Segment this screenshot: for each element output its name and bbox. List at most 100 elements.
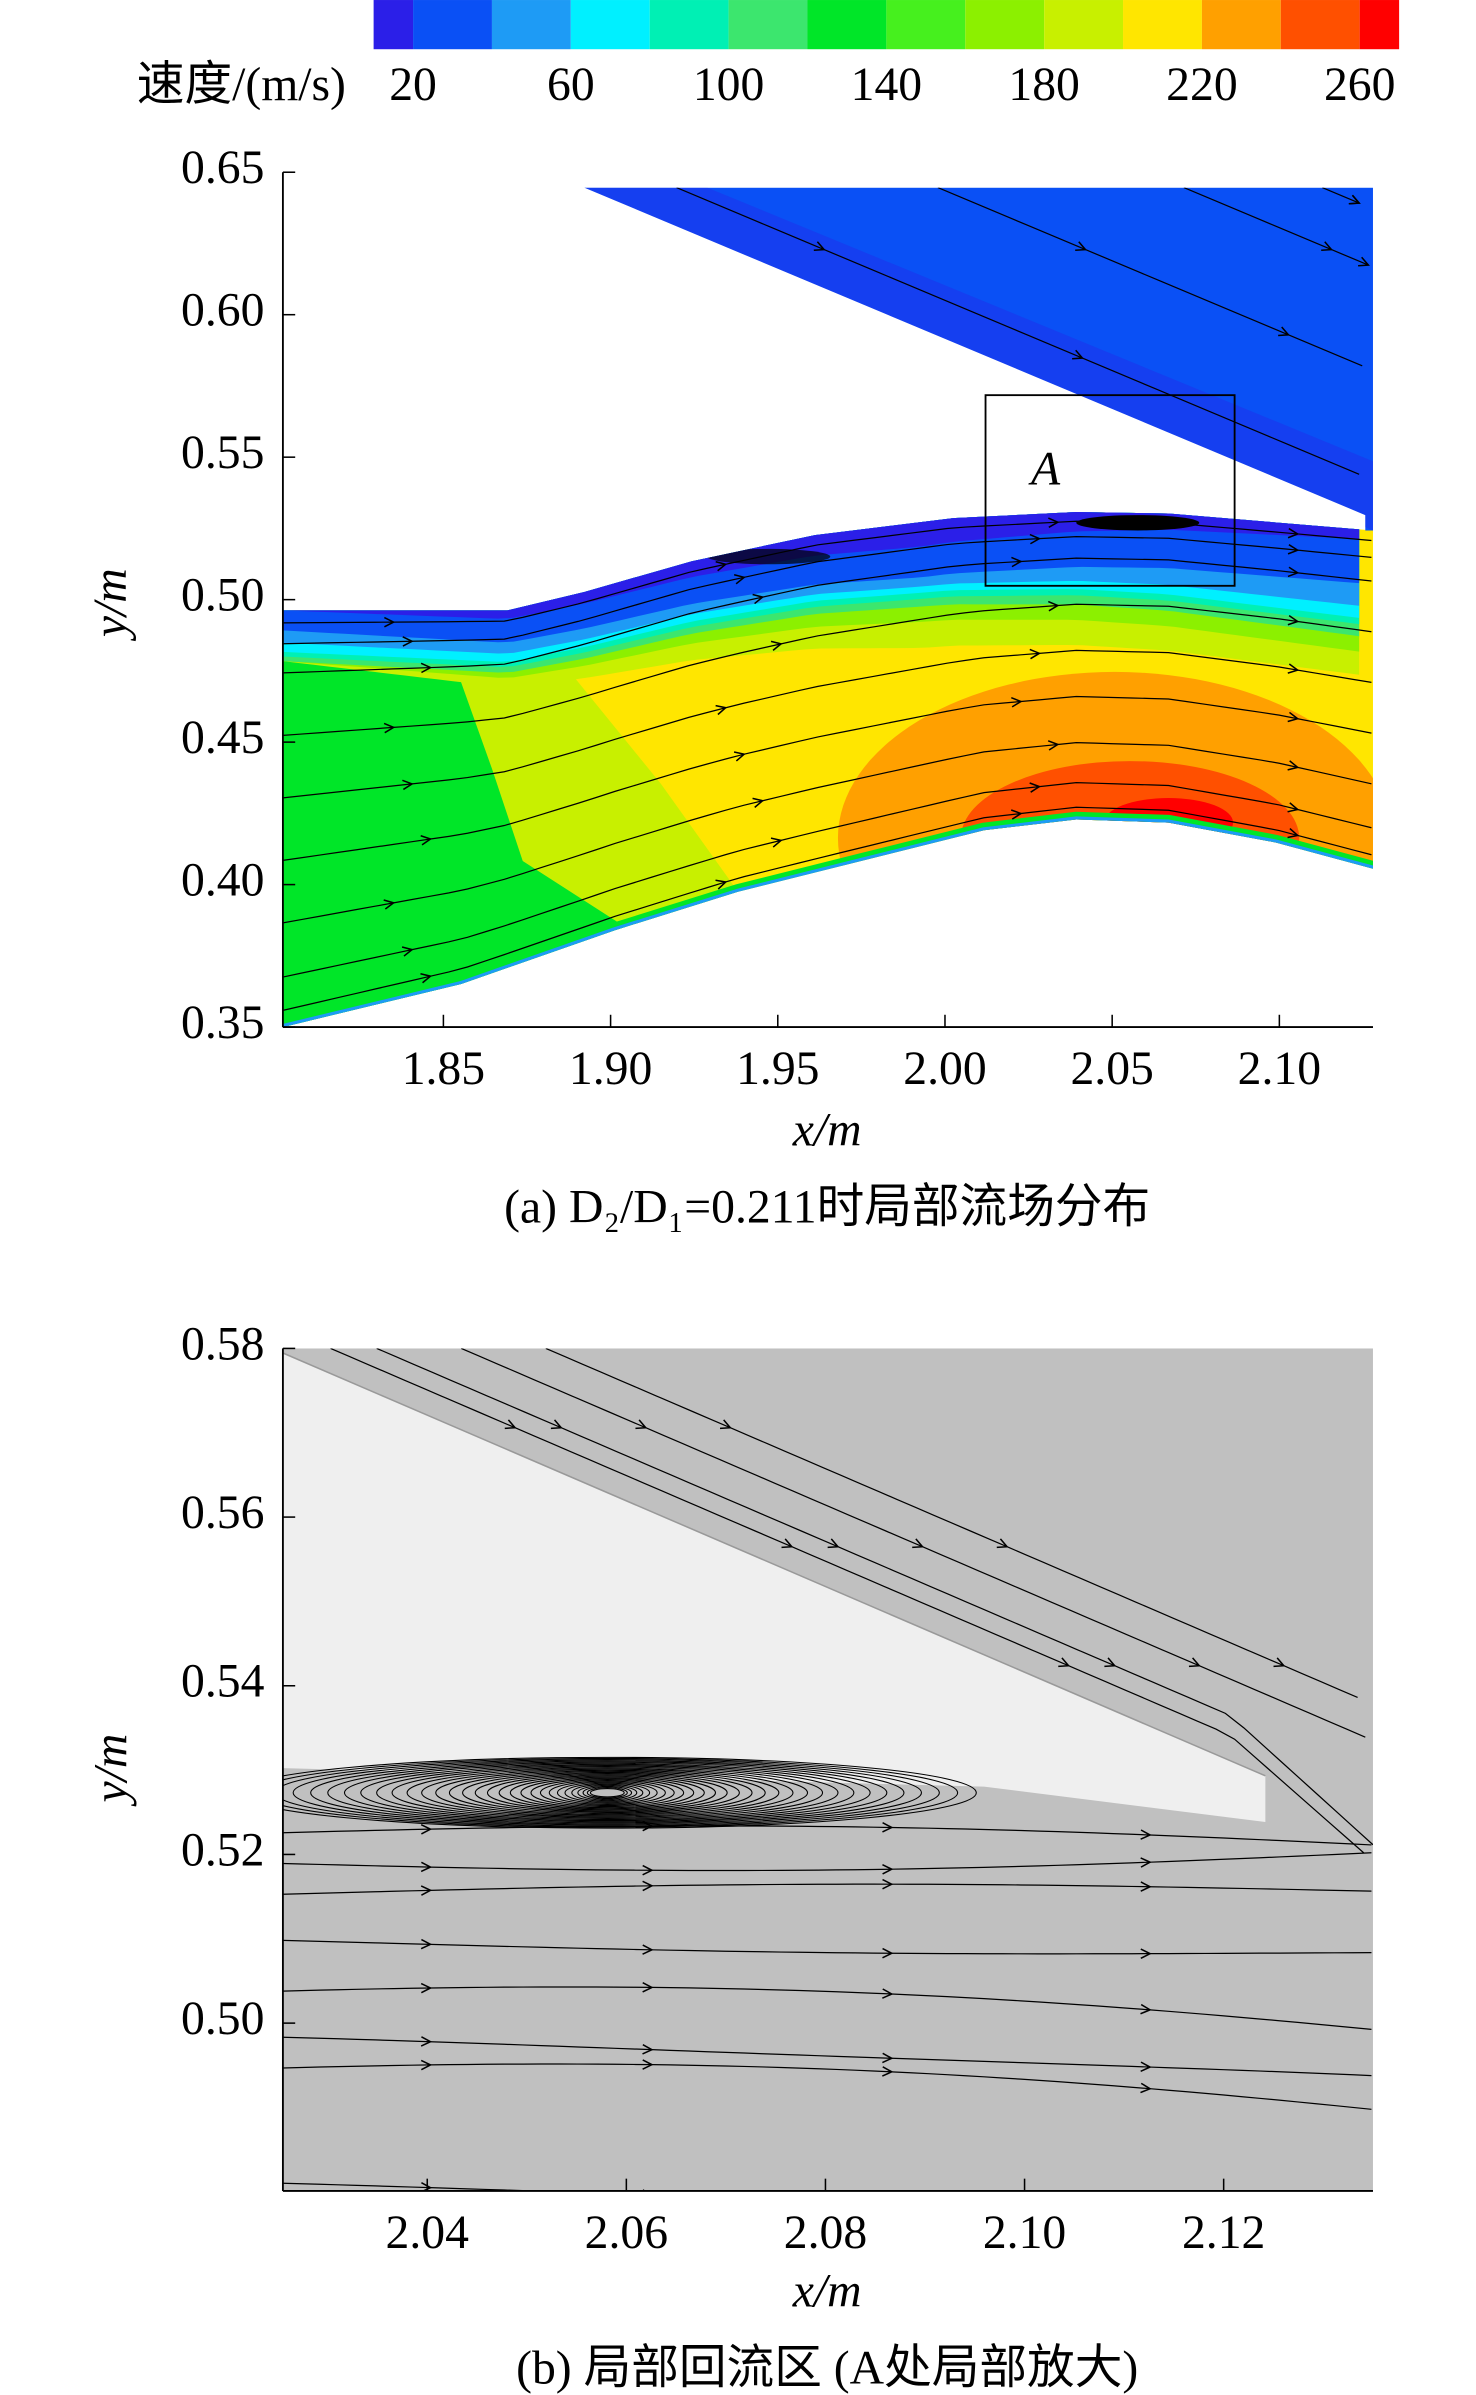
- recirculation-line: [577, 1784, 638, 1801]
- x-tick-label: 2.00: [903, 1043, 986, 1095]
- streamline-arrow: [827, 1538, 840, 1549]
- colorbar-tick-label: 100: [693, 59, 764, 111]
- x-axis-label: x/m: [792, 1105, 862, 1157]
- streamline: [1183, 187, 1369, 266]
- streamline-arrow: [882, 2197, 891, 2206]
- recirculation-line: [582, 1785, 633, 1800]
- x-tick-label: 1.85: [402, 1043, 485, 1095]
- colorbar-label: 速度/(m/s): [137, 59, 346, 111]
- x-tick-label: 2.08: [784, 2207, 867, 2259]
- streamline-arrow: [1287, 527, 1300, 539]
- streamline-arrow: [1047, 600, 1060, 612]
- streamline-arrow: [1104, 1657, 1117, 1668]
- streamline-arrow: [384, 616, 396, 628]
- x-tick-label: 1.90: [569, 1043, 652, 1095]
- recirculation-line: [282, 1756, 977, 1829]
- streamline-arrow: [912, 1538, 925, 1549]
- streamline-arrow: [1287, 711, 1300, 723]
- streamline-arrow: [781, 1538, 794, 1549]
- colorbar-segment: [570, 0, 650, 50]
- streamline: [282, 1825, 1372, 1846]
- colorbar-segment: [1359, 0, 1400, 50]
- streamline: [1322, 187, 1360, 204]
- colorbar-segment: [649, 0, 729, 50]
- streamline-arrow: [420, 2036, 433, 2047]
- streamline-arrow: [1010, 809, 1023, 820]
- streamline-arrow: [882, 1822, 894, 1833]
- streamline-arrow: [1140, 1881, 1152, 1892]
- recirculation-line: [589, 1788, 625, 1798]
- recirculation-line: [564, 1782, 651, 1803]
- recirculation-line: [292, 1760, 922, 1826]
- streamline: [282, 806, 1372, 1012]
- recirculation-line: [435, 1769, 780, 1816]
- recirculation-line: [310, 1761, 905, 1825]
- streamline-arrow: [1140, 2082, 1152, 2094]
- y-axis-label: y/m: [85, 568, 137, 641]
- streamline: [461, 1348, 1366, 1738]
- streamline-arrow: [882, 2066, 894, 2077]
- streamline-arrow: [1287, 614, 1300, 626]
- y-tick-label: 0.54: [181, 1656, 265, 1708]
- streamline-arrow: [504, 1419, 517, 1430]
- streamline-arrow: [420, 1982, 433, 1994]
- x-tick-label: 2.10: [1238, 1043, 1321, 1095]
- x-axis-label: x/m: [792, 2265, 862, 2317]
- streamline-arrow: [1048, 517, 1060, 528]
- streamline-arrow: [882, 1864, 894, 1875]
- streamline-arrow: [402, 636, 414, 647]
- streamline-arrow: [642, 1864, 654, 1876]
- streamline: [376, 1348, 1373, 1846]
- streamline: [282, 649, 1372, 799]
- streamline-arrow: [1029, 533, 1042, 545]
- streamline-arrow: [635, 1419, 648, 1430]
- streamline-arrow: [1075, 241, 1088, 252]
- streamline-arrow: [733, 574, 746, 585]
- streamline-arrow: [1072, 349, 1084, 360]
- x-tick-label: 2.06: [585, 2207, 668, 2259]
- streamline: [676, 187, 1360, 475]
- colorbar-tick-label: 60: [547, 59, 595, 111]
- streamline-arrow: [1140, 1948, 1152, 1959]
- streamline-arrow: [1011, 556, 1023, 568]
- recirculation-line: [571, 1783, 644, 1802]
- contour-fill: [584, 187, 1373, 531]
- streamline-arrow: [420, 1861, 433, 1873]
- streamline-arrow: [1188, 1657, 1201, 1668]
- x-tick-label: 2.10: [983, 2207, 1066, 2259]
- y-tick-label: 0.58: [181, 1318, 264, 1370]
- streamline-arrow: [882, 1947, 894, 1959]
- recirculation-line: [539, 1779, 675, 1807]
- streamline-arrow: [1011, 697, 1023, 708]
- colorbar-segment: [1280, 0, 1360, 50]
- wall: [282, 1352, 1266, 1777]
- recirculation-line: [343, 1763, 871, 1823]
- streamline-arrow: [813, 241, 826, 252]
- streamline-arrow: [420, 1824, 433, 1835]
- streamline: [282, 1883, 1372, 1895]
- streamline-arrow: [420, 1938, 433, 1950]
- colorbar-tick-label: 260: [1324, 59, 1395, 111]
- streamline: [282, 1852, 1372, 1872]
- colorbar-segment: [1201, 0, 1281, 50]
- recirculation-line: [509, 1776, 705, 1810]
- flow-field: [282, 512, 1373, 1028]
- colorbar-segment: [728, 0, 808, 50]
- recirculation-line: [448, 1770, 766, 1815]
- streamline-arrow: [420, 973, 433, 984]
- y-tick-label: 0.55: [181, 427, 264, 479]
- streamline-arrow: [882, 2052, 894, 2064]
- streamline: [330, 1348, 1365, 1854]
- recirculation-line: [406, 1767, 809, 1818]
- zoom-label: A: [1028, 444, 1061, 496]
- streamline-arrow: [642, 1880, 654, 1892]
- streamline-arrow: [401, 946, 414, 957]
- colorbar-segment: [413, 0, 492, 50]
- streamline-arrow: [642, 1982, 654, 1993]
- streamline-arrow: [715, 560, 728, 572]
- streamline: [282, 557, 1372, 674]
- recirculation-line: [421, 1768, 794, 1817]
- recirculation-line: [282, 1757, 959, 1828]
- streamline-arrow: [752, 797, 765, 808]
